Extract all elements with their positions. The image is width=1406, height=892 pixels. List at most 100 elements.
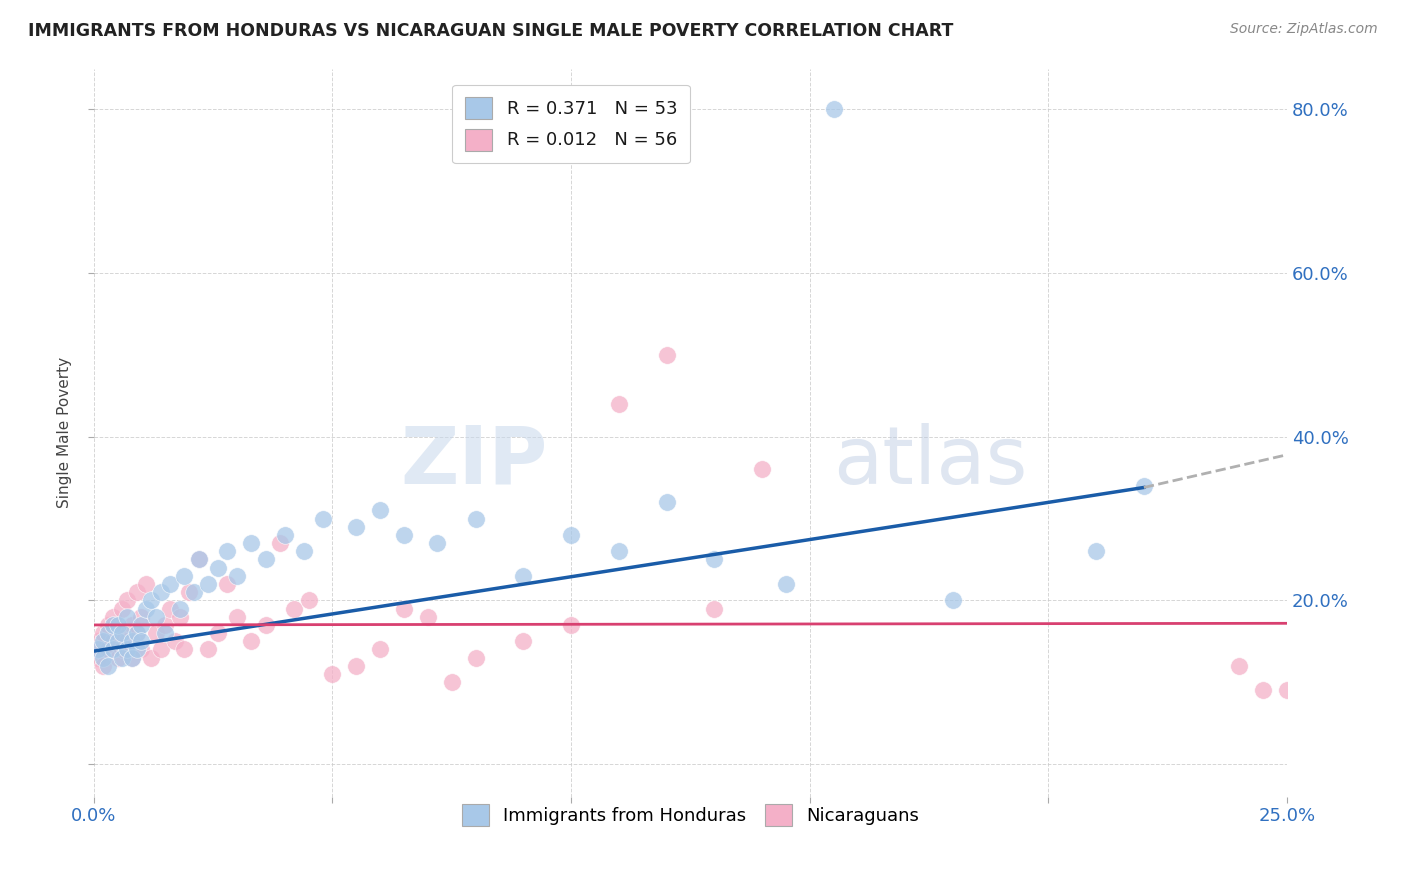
Point: [125, 642, 148, 657]
Point: [107, 626, 129, 640]
Point: [368, 642, 391, 657]
Point: [155, 618, 177, 632]
Point: [344, 658, 367, 673]
Point: [416, 609, 439, 624]
Point: [217, 577, 239, 591]
Point: [392, 528, 415, 542]
Point: [512, 569, 534, 583]
Point: [91, 626, 114, 640]
Point: [226, 569, 249, 583]
Point: [226, 609, 249, 624]
Point: [111, 626, 134, 640]
Point: [97, 626, 120, 640]
Point: [207, 560, 229, 574]
Point: [560, 618, 582, 632]
Point: [101, 642, 124, 657]
Point: [131, 634, 153, 648]
Point: [91, 634, 114, 648]
Point: [169, 601, 191, 615]
Point: [173, 642, 195, 657]
Point: [775, 577, 797, 591]
Point: [169, 609, 191, 624]
Point: [187, 552, 209, 566]
Legend: Immigrants from Honduras, Nicaraguans: Immigrants from Honduras, Nicaraguans: [453, 795, 928, 835]
Point: [115, 593, 138, 607]
Point: [254, 618, 277, 632]
Point: [107, 634, 129, 648]
Point: [115, 642, 138, 657]
Point: [1227, 658, 1250, 673]
Point: [655, 348, 678, 362]
Text: Source: ZipAtlas.com: Source: ZipAtlas.com: [1230, 22, 1378, 37]
Point: [197, 642, 219, 657]
Point: [121, 618, 143, 632]
Point: [159, 601, 181, 615]
Point: [426, 536, 449, 550]
Point: [97, 642, 120, 657]
Point: [344, 520, 367, 534]
Point: [91, 650, 114, 665]
Point: [607, 397, 630, 411]
Point: [125, 585, 148, 599]
Point: [111, 642, 134, 657]
Y-axis label: Single Male Poverty: Single Male Poverty: [58, 357, 72, 508]
Point: [87, 642, 110, 657]
Point: [283, 601, 305, 615]
Point: [292, 544, 315, 558]
Point: [392, 601, 415, 615]
Point: [125, 626, 148, 640]
Point: [1085, 544, 1108, 558]
Text: IMMIGRANTS FROM HONDURAS VS NICARAGUAN SINGLE MALE POVERTY CORRELATION CHART: IMMIGRANTS FROM HONDURAS VS NICARAGUAN S…: [28, 22, 953, 40]
Point: [254, 552, 277, 566]
Point: [297, 593, 319, 607]
Point: [121, 634, 143, 648]
Point: [131, 642, 153, 657]
Point: [1133, 479, 1156, 493]
Point: [97, 658, 120, 673]
Point: [135, 601, 157, 615]
Point: [111, 650, 134, 665]
Point: [655, 495, 678, 509]
Point: [751, 462, 773, 476]
Point: [273, 528, 295, 542]
Point: [139, 593, 162, 607]
Point: [217, 544, 239, 558]
Point: [145, 609, 167, 624]
Point: [111, 601, 134, 615]
Text: atlas: atlas: [834, 423, 1028, 500]
Point: [101, 609, 124, 624]
Point: [97, 618, 120, 632]
Point: [207, 626, 229, 640]
Point: [163, 634, 186, 648]
Point: [173, 569, 195, 583]
Point: [703, 601, 725, 615]
Point: [942, 593, 965, 607]
Text: ZIP: ZIP: [399, 423, 547, 500]
Point: [115, 634, 138, 648]
Point: [179, 585, 201, 599]
Point: [125, 626, 148, 640]
Point: [1275, 683, 1298, 698]
Point: [197, 577, 219, 591]
Point: [139, 650, 162, 665]
Point: [440, 675, 463, 690]
Point: [155, 626, 177, 640]
Point: [464, 650, 486, 665]
Point: [107, 650, 129, 665]
Point: [183, 585, 205, 599]
Point: [107, 618, 129, 632]
Point: [101, 618, 124, 632]
Point: [703, 552, 725, 566]
Point: [560, 528, 582, 542]
Point: [312, 511, 335, 525]
Point: [823, 103, 845, 117]
Point: [87, 650, 110, 665]
Point: [240, 634, 263, 648]
Point: [145, 626, 167, 640]
Point: [512, 634, 534, 648]
Point: [149, 642, 172, 657]
Point: [269, 536, 291, 550]
Point: [135, 577, 157, 591]
Point: [121, 650, 143, 665]
Point: [607, 544, 630, 558]
